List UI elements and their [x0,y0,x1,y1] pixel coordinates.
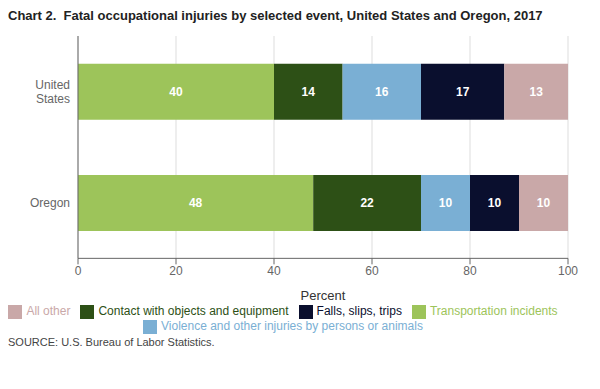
svg-text:16: 16 [375,85,389,99]
svg-text:0: 0 [75,264,82,278]
html-text:SOURCE: U.S. Bureau of Labor S: SOURCE: U.S. Bureau of Labor Statistics. [8,336,215,348]
html-text:Violence and other injuries by: Violence and other injuries by persons o… [161,319,423,334]
svg-text:10: 10 [439,196,453,210]
svg-text:20: 20 [169,264,183,278]
svg-text:Oregon: Oregon [30,196,70,210]
svg-text:13: 13 [529,85,543,99]
svg-text:40: 40 [169,85,183,99]
svg-text:22: 22 [360,196,374,210]
svg-text:40: 40 [267,264,281,278]
svg-text:100: 100 [558,264,578,278]
svg-text:48: 48 [189,196,203,210]
svg-text:Percent: Percent [301,288,346,303]
html-text:All other: All other [26,304,71,319]
svg-text:80: 80 [463,264,477,278]
svg-text:UnitedStates: UnitedStates [35,78,70,106]
html-text:Transportation incidents: Transportation incidents [429,304,558,319]
html-text:Contact with objects and equip: Contact with objects and equipment [98,304,289,319]
svg-text:17: 17 [456,85,470,99]
svg-text:10: 10 [488,196,502,210]
html-text:Chart 2. Fatal occupational in: Chart 2. Fatal occupational injuries by … [8,8,543,23]
svg-text:14: 14 [302,85,316,99]
svg-text:60: 60 [365,264,379,278]
html-text:Falls, slips, trips: Falls, slips, trips [316,304,402,319]
svg-text:10: 10 [537,196,551,210]
